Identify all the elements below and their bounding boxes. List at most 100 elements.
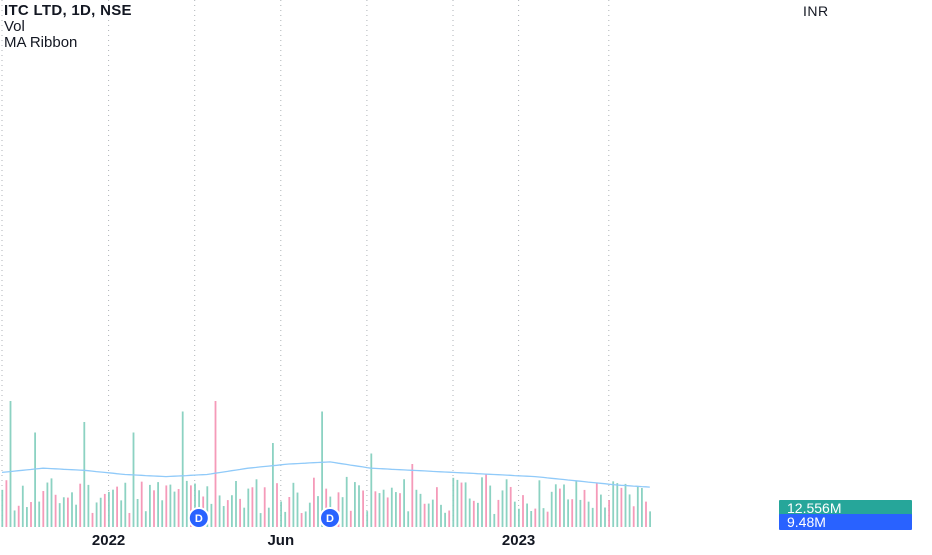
volume-bar (632, 506, 635, 527)
volume-badge (779, 514, 912, 530)
volume-bar (563, 484, 565, 527)
volume-bar (280, 501, 282, 527)
volume-bar (546, 511, 549, 527)
volume-bar (513, 501, 516, 527)
volume-bar (345, 476, 348, 527)
volume-bar (288, 497, 291, 527)
dividend-marker-label: D (326, 513, 334, 525)
volume-bar (185, 480, 188, 527)
indicator-ma-ribbon[interactable]: MA Ribbon (4, 34, 78, 51)
volume-bar (263, 487, 266, 527)
volume-badge-label: 9.48M (787, 514, 826, 530)
volume-bar (636, 486, 639, 527)
volume-bar (144, 511, 147, 527)
volume-bar (501, 490, 504, 527)
volume-bar (177, 489, 180, 527)
volume-bar (194, 483, 196, 527)
volume-bar (460, 482, 463, 527)
volume-bar (42, 491, 45, 527)
volume-bar (17, 505, 20, 527)
volume-bar (222, 506, 225, 527)
volume-bar (419, 493, 422, 527)
volume-bar (612, 481, 615, 527)
volume-bar (5, 480, 8, 527)
volume-bar (313, 477, 315, 527)
volume-bar (292, 482, 295, 527)
volume-bar (149, 484, 151, 527)
volume-bar (276, 483, 278, 527)
volume-bar (99, 497, 102, 527)
volume-bar (534, 508, 537, 527)
volume-bar (349, 510, 352, 527)
volume-bar (50, 478, 53, 527)
volume-bar (452, 477, 455, 527)
x-tick-label: 2022 (92, 532, 125, 549)
volume-bar (628, 494, 631, 527)
volume-bar (34, 432, 36, 527)
volume-bar (395, 492, 397, 527)
dividend-marker-label: D (195, 513, 203, 525)
volume-bar (645, 501, 647, 527)
volume-bar (423, 503, 426, 527)
volume-bar (358, 485, 360, 527)
volume-bar (308, 502, 311, 527)
volume-bar (210, 503, 213, 527)
volume-bar (165, 485, 168, 527)
volume-bar (9, 401, 12, 527)
dividend-marker-icon[interactable] (187, 507, 210, 529)
volume-badge-label: 12.556M (787, 500, 841, 516)
volume-bar (587, 501, 590, 527)
volume-bar (444, 512, 446, 527)
volume-bar (411, 464, 414, 527)
volume-badge (779, 500, 912, 516)
volume-bar (354, 482, 356, 527)
volume-bar (116, 486, 118, 527)
volume-bar (399, 493, 401, 527)
volume-bar (62, 497, 65, 527)
volume-bar (54, 494, 57, 527)
volume-bar (181, 411, 184, 527)
volume-bar (641, 488, 643, 527)
volume-bar (13, 510, 16, 527)
currency-label[interactable]: INR (803, 3, 829, 19)
volume-bar (403, 479, 405, 527)
volume-bar (91, 512, 94, 527)
volume-bar (472, 500, 475, 527)
volume-bar (140, 481, 143, 527)
chart-legend: ITC LTD, 1D, NSE Vol MA Ribbon (4, 3, 132, 51)
volume-bar (448, 510, 451, 527)
dividend-marker-icon[interactable] (319, 507, 341, 529)
volume-bar (608, 500, 610, 527)
volume-bar (190, 485, 192, 527)
volume-bar (75, 504, 77, 527)
symbol-title[interactable]: ITC LTD, 1D, NSE (4, 2, 132, 19)
volume-bar (362, 490, 364, 527)
volume-bar (493, 513, 496, 527)
volume-bar (526, 503, 528, 527)
volume-bar (103, 493, 106, 527)
volume-bar (415, 489, 418, 527)
volume-bar (206, 486, 209, 527)
volume-bar (128, 512, 131, 527)
volume-bar (83, 422, 86, 527)
volume-bar (112, 489, 114, 527)
volume-bar (173, 491, 176, 527)
volume-bar (341, 497, 344, 527)
volume-bar (46, 482, 49, 527)
volume-bar (440, 504, 442, 527)
volume-bar (337, 492, 340, 527)
volume-bar (247, 488, 250, 527)
volume-bar (382, 489, 385, 527)
volume-bar (58, 503, 61, 527)
volume-bar (255, 479, 258, 527)
volume-bar (132, 432, 135, 527)
volume-bar (226, 500, 229, 527)
volume-bar (370, 453, 373, 527)
volume-bar (157, 482, 159, 527)
indicator-volume[interactable]: Vol (4, 18, 25, 35)
volume-bar (579, 499, 582, 527)
volume-bar (571, 499, 574, 527)
volume-bar (272, 443, 274, 527)
